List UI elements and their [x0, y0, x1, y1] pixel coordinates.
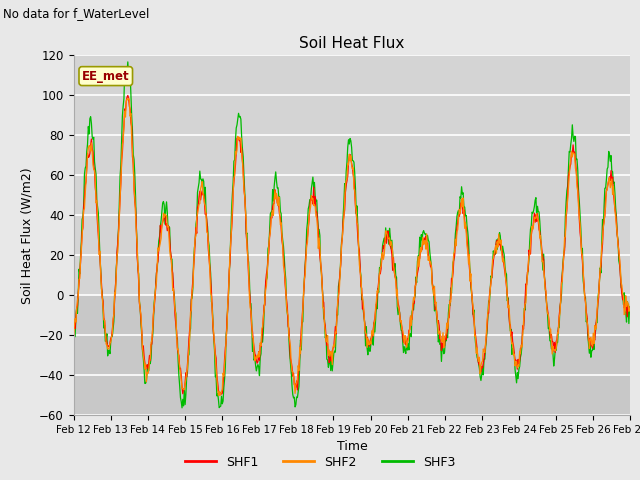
Text: No data for f_WaterLevel: No data for f_WaterLevel: [3, 7, 150, 20]
Title: Soil Heat Flux: Soil Heat Flux: [300, 36, 404, 51]
Legend: SHF1, SHF2, SHF3: SHF1, SHF2, SHF3: [180, 451, 460, 474]
Y-axis label: Soil Heat Flux (W/m2): Soil Heat Flux (W/m2): [20, 167, 33, 303]
Text: EE_met: EE_met: [82, 70, 129, 83]
Bar: [74, 55, 630, 295]
Bar: [74, 295, 630, 415]
X-axis label: Time: Time: [337, 441, 367, 454]
